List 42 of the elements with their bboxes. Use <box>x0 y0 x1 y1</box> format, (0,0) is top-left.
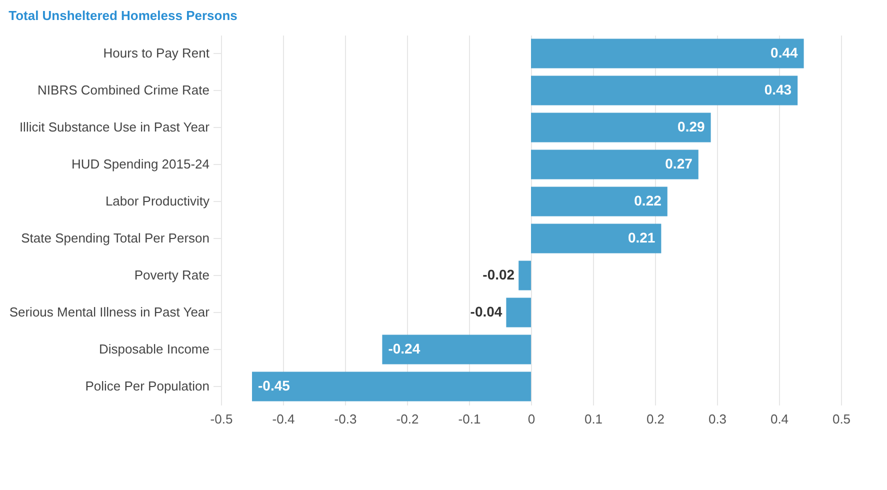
x-tick-label: 0.5 <box>832 412 851 426</box>
bar <box>506 298 531 328</box>
y-tick-label: Serious Mental Illness in Past Year <box>9 304 210 320</box>
x-tick-label: 0.3 <box>708 412 727 426</box>
y-tick-label: NIBRS Combined Crime Rate <box>38 82 210 98</box>
y-tick-label: Poverty Rate <box>134 268 210 282</box>
data-label: 0.22 <box>634 192 662 208</box>
y-tick-label: Disposable Income <box>98 342 210 356</box>
bar <box>252 372 531 402</box>
x-tick-label: -0.4 <box>272 412 295 426</box>
data-label: 0.44 <box>770 44 798 60</box>
bar <box>531 150 698 180</box>
y-tick-label: Labor Productivity <box>105 194 210 208</box>
data-label: 0.27 <box>665 156 693 172</box>
data-label: 0.21 <box>628 230 656 246</box>
x-tick-label: -0.5 <box>210 412 233 426</box>
x-tick-label: 0.2 <box>646 412 665 426</box>
x-tick-label: 0 <box>528 412 536 426</box>
bar <box>531 76 798 106</box>
x-tick-label: -0.1 <box>458 412 481 426</box>
bar <box>531 224 662 254</box>
bar <box>518 260 531 290</box>
y-tick-label: Police Per Population <box>85 378 210 394</box>
y-tick-label: Illicit Substance Use in Past Year <box>19 120 210 134</box>
data-label: -0.45 <box>258 378 290 394</box>
data-label: -0.04 <box>470 304 502 320</box>
x-tick-label: -0.2 <box>396 412 419 426</box>
x-tick-label: 0.4 <box>770 412 789 426</box>
data-label: 0.29 <box>678 118 706 134</box>
x-tick-label: -0.3 <box>334 412 357 426</box>
data-label: -0.02 <box>482 266 515 282</box>
bar <box>531 112 711 142</box>
bar <box>382 334 531 364</box>
y-tick-label: Hours to Pay Rent <box>103 46 210 60</box>
x-tick-label: 0.1 <box>584 412 603 426</box>
data-label: 0.43 <box>764 82 792 98</box>
y-tick-label: HUD Spending 2015-24 <box>71 156 210 172</box>
chart-title: Total Unsheltered Homeless Persons <box>8 8 238 23</box>
bar <box>531 38 804 68</box>
data-label: -0.24 <box>388 340 420 356</box>
bar <box>531 186 668 216</box>
y-tick-label: State Spending Total Per Person <box>21 230 210 246</box>
